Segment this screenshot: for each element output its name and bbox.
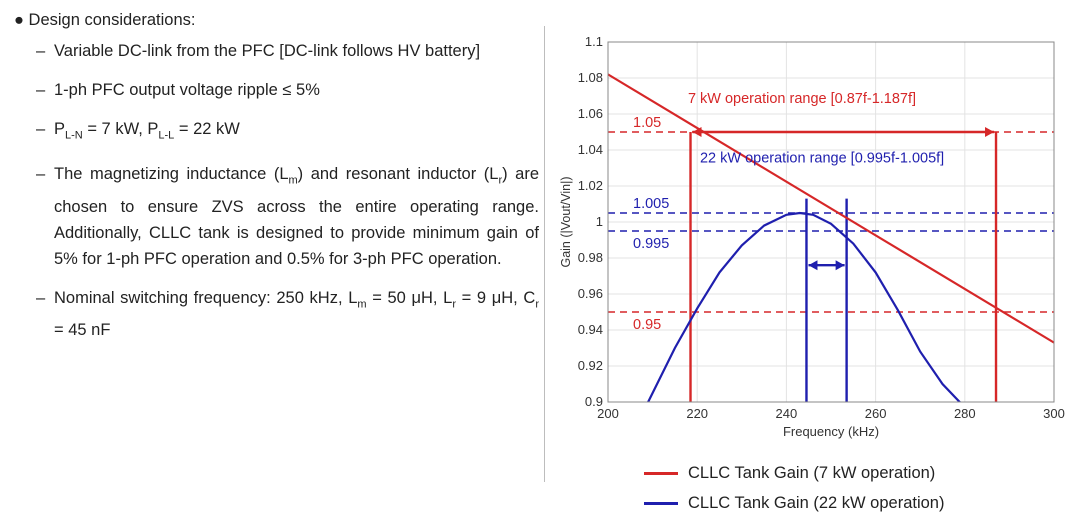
x-tick-label: 280	[954, 406, 976, 421]
x-axis-label: Frequency (kHz)	[783, 424, 879, 439]
dash-marker: –	[36, 288, 46, 307]
subscript: r	[452, 297, 456, 310]
item-text: = 7 kW, P	[82, 120, 159, 138]
item-text: 1-ph PFC output voltage ripple ≤ 5%	[54, 81, 320, 99]
y-axis-label: Gain (|Vout/Vin|)	[559, 176, 573, 267]
gain-chart: 200 220 240 260 280 300 0.9 0.92 0.94 0.96 0.98 1 1.…	[559, 34, 1065, 439]
consideration-item: – Variable DC-link from the PFC [DC-link …	[36, 38, 539, 64]
consideration-item: –1-ph PFC output voltage ripple ≤ 5%	[36, 77, 539, 103]
y-tick-label: 1	[596, 214, 603, 229]
range-arrow-head	[692, 127, 702, 137]
y-tick-label: 1.02	[578, 178, 603, 193]
design-considerations: ● Design considerations: – Variable DC-li…	[14, 8, 539, 356]
subscript: L-N	[65, 129, 83, 142]
legend-swatch-blue	[644, 501, 678, 505]
threshold-label: 0.95	[633, 317, 661, 333]
item-text: Nominal switching frequency: 250 kHz, L	[54, 288, 358, 307]
dash-marker: –	[36, 165, 46, 184]
dash-marker: –	[36, 81, 46, 99]
y-tick-label: 0.9	[585, 394, 603, 409]
subscript: r	[535, 297, 539, 310]
item-text: P	[54, 120, 66, 138]
consideration-item: – The magnetizing inductance (Lm) and res…	[36, 161, 539, 271]
item-text: = 9 μH, C	[455, 288, 536, 307]
range-arrow-head	[808, 260, 818, 271]
threshold-label: 0.995	[633, 236, 669, 252]
y-tick-label: 0.94	[578, 322, 603, 337]
subscript: L-L	[158, 129, 175, 142]
series-line	[608, 73, 1054, 344]
series-line	[647, 211, 962, 402]
y-tick-label: 1.06	[578, 106, 603, 121]
x-tick-label: 240	[776, 406, 798, 421]
item-text: = 22 kW	[174, 120, 240, 138]
y-tick-label: 1.1	[585, 34, 603, 49]
vertical-divider	[544, 26, 545, 482]
item-text: = 50 μH, L	[366, 288, 453, 307]
x-tick-label: 260	[865, 406, 887, 421]
legend-label-7kw: CLLC Tank Gain (7 kW operation)	[688, 463, 936, 482]
item-text: Variable DC-link from the PFC [DC-link f…	[54, 42, 481, 60]
legend-label-22kw: CLLC Tank Gain (22 kW operation)	[688, 493, 945, 512]
item-text: ) are chosen to ensure ZVS across the en…	[54, 165, 539, 268]
legend-item-22kw: CLLC Tank Gain (22 kW operation)	[644, 488, 944, 518]
plot-frame	[607, 41, 1055, 403]
legend-swatch-red	[644, 471, 678, 475]
subscript: m	[288, 174, 298, 187]
dash-marker: –	[36, 120, 46, 138]
y-tick-label: 1.08	[578, 70, 603, 85]
dash-marker: –	[36, 42, 46, 60]
consideration-item: – Nominal switching frequency: 250 kHz, L…	[36, 285, 539, 343]
y-tick-label: 1.04	[578, 142, 603, 157]
item-text: ) and resonant inductor (L	[297, 165, 499, 184]
x-tick-label: 200	[597, 406, 619, 421]
item-text: = 45 nF	[54, 320, 111, 339]
range-arrow-head	[985, 127, 995, 137]
legend-item-7kw: CLLC Tank Gain (7 kW operation)	[644, 458, 944, 488]
y-tick-label: 0.92	[578, 358, 603, 373]
item-text: The magnetizing inductance (L	[54, 165, 289, 184]
chart-legend: CLLC Tank Gain (7 kW operation) CLLC Tan…	[644, 458, 944, 518]
range-arrow-head	[835, 260, 845, 271]
subscript: r	[498, 174, 503, 187]
considerations-list: – Variable DC-link from the PFC [DC-link …	[14, 38, 539, 343]
x-tick-label: 220	[686, 406, 708, 421]
consideration-item: – PL-N = 7 kW, PL-L = 22 kW	[36, 116, 539, 148]
range-annotation: 22 kW operation range [0.995f-1.005f]	[700, 151, 944, 167]
threshold-label: 1.005	[633, 196, 669, 212]
section-heading: ● Design considerations:	[14, 11, 196, 29]
threshold-label: 1.05	[633, 115, 661, 131]
range-annotation: 7 kW operation range [0.87f-1.187f]	[688, 91, 916, 107]
y-tick-label: 0.96	[578, 286, 603, 301]
subscript: m	[357, 297, 367, 310]
y-tick-label: 0.98	[578, 250, 603, 265]
x-tick-label: 300	[1043, 406, 1065, 421]
